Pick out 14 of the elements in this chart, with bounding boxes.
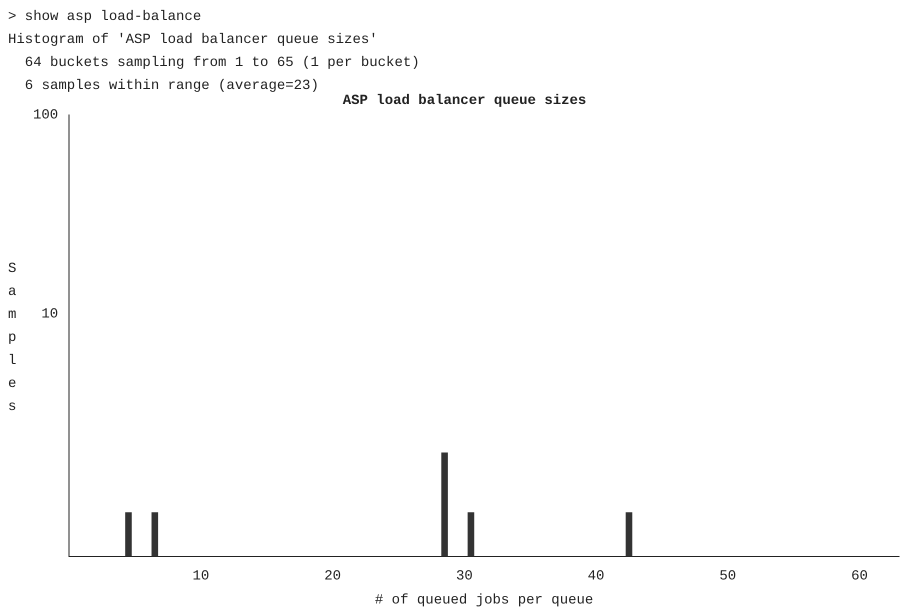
text: 6 samples within range (average=23) [24,78,319,94]
x-tick-label: 60 [851,568,868,585]
x-tick-label: 30 [456,568,473,585]
y-axis-title: Samples [8,260,18,417]
chart-title: ASP load balancer queue sizes [342,92,586,109]
y-tick-label: 100 [32,108,58,124]
x-tick-label: 20 [324,568,342,585]
text: > show asp load-balance [8,8,202,27]
x-axis-title: # of queued jobs per queue [374,592,594,608]
x-tick-label: 10 [192,568,210,585]
text: 64 buckets sampling from 1 to 65 (1 per bucket) [24,54,420,73]
text: Histogram of 'ASP load balancer queue sizes' [8,31,379,50]
x-tick-label: 50 [719,568,736,585]
x-tick-label: 40 [588,568,604,585]
